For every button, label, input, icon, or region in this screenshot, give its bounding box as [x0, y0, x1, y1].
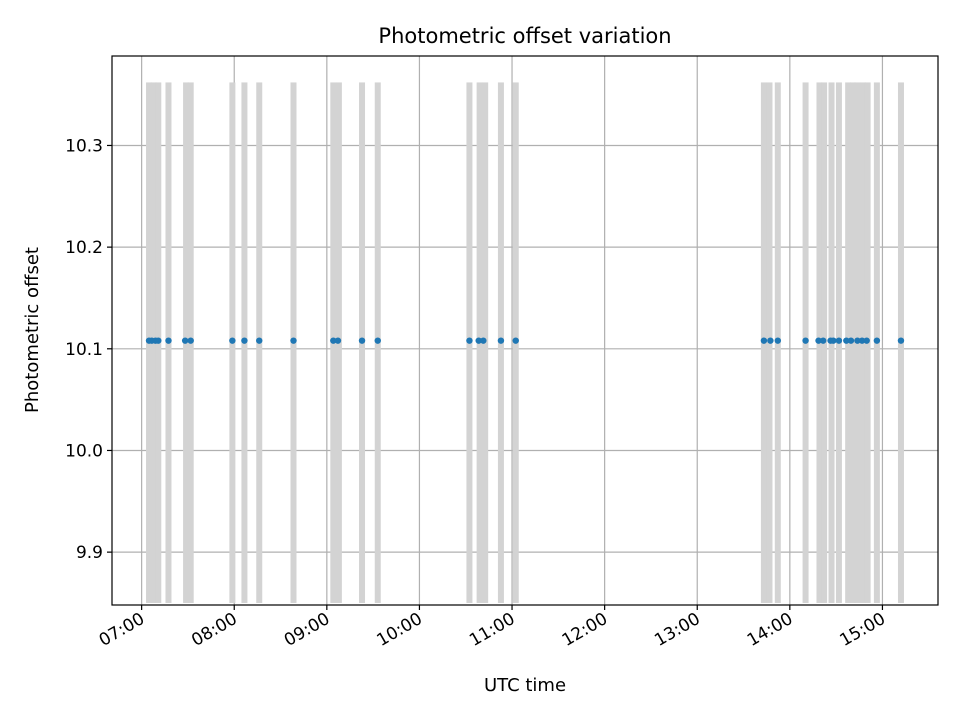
data-point [819, 337, 827, 344]
data-point [760, 337, 768, 344]
y-axis-label: Photometric offset [22, 247, 43, 413]
y-axis: 9.9 10.0 10.1 10.2 10.3 [65, 136, 112, 563]
data-point [802, 337, 809, 344]
y-tick-label: 10.3 [65, 136, 103, 156]
y-tick-label: 9.9 [76, 543, 103, 563]
data-point [854, 337, 861, 344]
data-point [181, 337, 189, 344]
data-point [897, 337, 905, 344]
data-point [830, 337, 837, 344]
chart-title: Photometric offset variation [378, 24, 671, 48]
y-tick-label: 10.1 [65, 340, 103, 360]
plot-frame [111, 55, 939, 606]
data-points [145, 337, 905, 344]
data-point [241, 337, 248, 344]
data-point [774, 337, 782, 344]
data-point [374, 337, 381, 344]
data-point [497, 337, 505, 344]
data-point [873, 337, 881, 344]
data-point [290, 337, 297, 344]
x-axis-label: UTC time [484, 675, 566, 696]
data-point [165, 337, 172, 344]
data-point [358, 337, 366, 344]
data-point [466, 337, 473, 344]
data-point [843, 337, 850, 344]
grid [112, 56, 938, 605]
y-tick-label: 10.0 [65, 441, 103, 461]
data-point [155, 337, 162, 344]
data-point [835, 337, 843, 344]
data-point [334, 337, 342, 344]
data-point [330, 337, 337, 344]
data-point [858, 337, 866, 344]
data-point [847, 337, 855, 344]
data-point [815, 337, 822, 344]
data-point [187, 337, 194, 344]
data-point [480, 337, 487, 344]
y-tick-label: 10.2 [65, 238, 103, 258]
data-point [863, 337, 870, 344]
data-point [256, 337, 263, 344]
data-point [512, 337, 519, 344]
data-point [229, 337, 236, 344]
data-point [767, 337, 774, 344]
data-point [475, 337, 482, 344]
